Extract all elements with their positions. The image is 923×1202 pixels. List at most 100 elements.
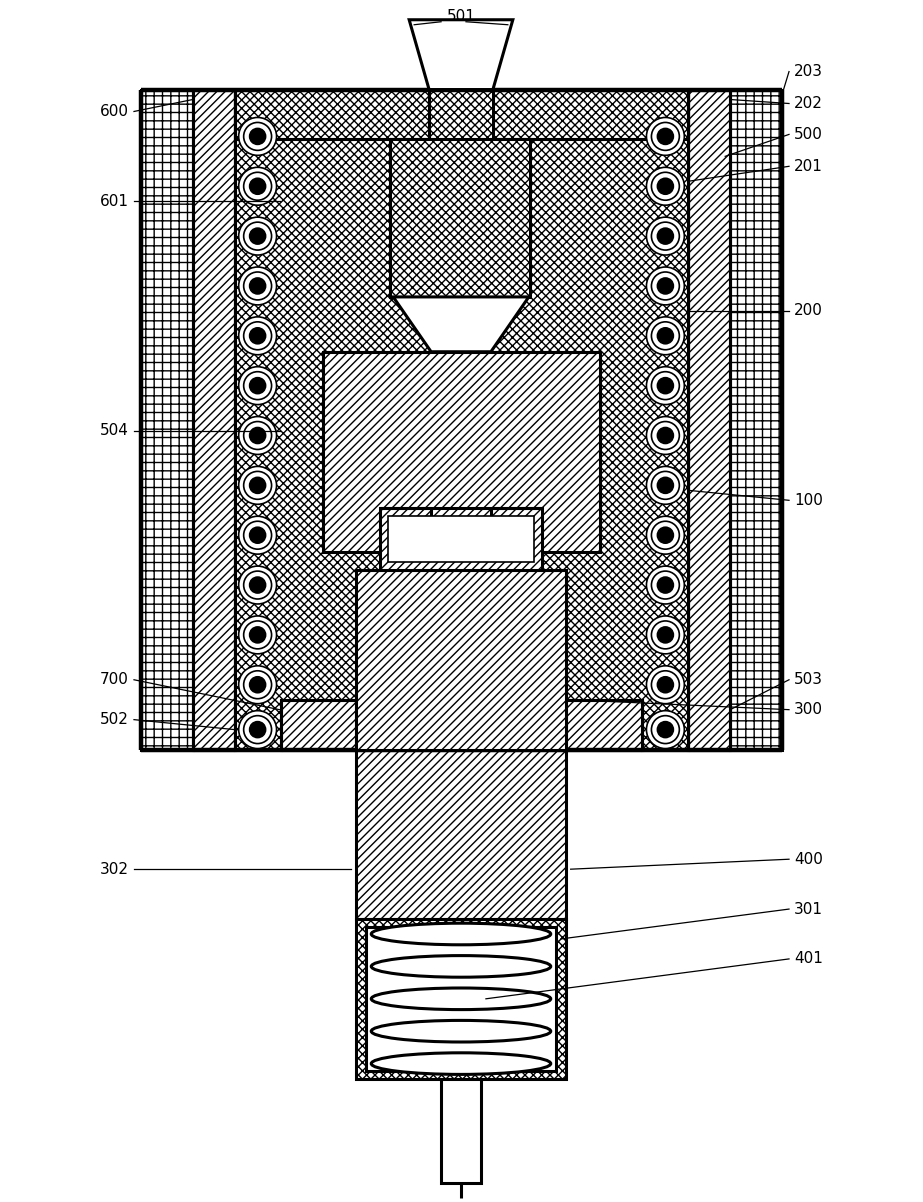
Circle shape	[239, 267, 277, 305]
Circle shape	[657, 428, 674, 444]
Text: 203: 203	[794, 64, 823, 79]
Circle shape	[652, 621, 679, 649]
Bar	[234, 89, 689, 750]
Circle shape	[244, 123, 271, 150]
Ellipse shape	[371, 956, 551, 977]
Circle shape	[249, 328, 266, 344]
Circle shape	[239, 118, 277, 155]
Circle shape	[244, 671, 271, 698]
Text: 200: 200	[794, 303, 823, 319]
Text: 300: 300	[794, 702, 823, 718]
Circle shape	[657, 178, 674, 195]
Circle shape	[652, 322, 679, 350]
Text: 400: 400	[794, 852, 823, 867]
Text: 503: 503	[794, 672, 823, 688]
Bar	[689, 89, 730, 750]
Circle shape	[652, 571, 679, 599]
Polygon shape	[393, 297, 529, 352]
Circle shape	[249, 477, 266, 493]
Circle shape	[239, 516, 277, 554]
Circle shape	[239, 218, 277, 255]
Circle shape	[646, 118, 684, 155]
Circle shape	[652, 222, 679, 250]
Bar	[380, 508, 542, 570]
Circle shape	[244, 272, 271, 300]
Bar	[356, 750, 566, 920]
Bar	[642, 89, 689, 139]
Polygon shape	[409, 19, 513, 89]
Text: 504: 504	[100, 423, 129, 438]
Bar	[234, 89, 281, 750]
Bar	[234, 89, 429, 139]
Circle shape	[657, 377, 674, 393]
Bar	[493, 89, 689, 139]
Circle shape	[249, 228, 266, 244]
Circle shape	[646, 615, 684, 654]
Bar	[730, 89, 782, 750]
Circle shape	[652, 272, 679, 300]
Circle shape	[652, 671, 679, 698]
Text: 502: 502	[100, 712, 129, 727]
Circle shape	[249, 627, 266, 643]
Bar	[390, 139, 530, 297]
Circle shape	[244, 621, 271, 649]
Text: 500: 500	[794, 127, 823, 142]
Circle shape	[244, 222, 271, 250]
Circle shape	[646, 367, 684, 405]
Circle shape	[646, 267, 684, 305]
Circle shape	[249, 721, 266, 738]
Text: 501: 501	[447, 10, 475, 24]
Circle shape	[249, 577, 266, 593]
Text: 600: 600	[100, 105, 129, 119]
Circle shape	[244, 172, 271, 201]
Circle shape	[249, 677, 266, 692]
Circle shape	[249, 278, 266, 294]
Circle shape	[244, 322, 271, 350]
Circle shape	[244, 422, 271, 450]
Circle shape	[657, 129, 674, 144]
Text: 201: 201	[794, 159, 823, 174]
Circle shape	[239, 317, 277, 355]
Text: 301: 301	[794, 902, 823, 917]
Circle shape	[239, 417, 277, 454]
Text: 202: 202	[794, 96, 823, 111]
Circle shape	[239, 666, 277, 703]
Circle shape	[652, 371, 679, 399]
Circle shape	[652, 172, 679, 201]
Bar	[281, 700, 356, 750]
Circle shape	[646, 666, 684, 703]
Circle shape	[239, 167, 277, 206]
Text: 700: 700	[100, 672, 129, 688]
Bar	[389, 516, 533, 563]
Text: 601: 601	[100, 194, 129, 209]
Ellipse shape	[371, 988, 551, 1010]
Circle shape	[239, 615, 277, 654]
Ellipse shape	[371, 923, 551, 945]
Circle shape	[646, 566, 684, 603]
Circle shape	[657, 577, 674, 593]
Circle shape	[657, 627, 674, 643]
Circle shape	[652, 471, 679, 499]
Circle shape	[249, 428, 266, 444]
Circle shape	[239, 466, 277, 505]
Bar	[234, 89, 281, 139]
Bar	[356, 570, 566, 750]
Circle shape	[646, 516, 684, 554]
Circle shape	[652, 422, 679, 450]
Circle shape	[239, 566, 277, 603]
Ellipse shape	[371, 1020, 551, 1042]
Circle shape	[646, 417, 684, 454]
Bar	[193, 89, 234, 750]
Circle shape	[244, 471, 271, 499]
Circle shape	[239, 710, 277, 749]
Circle shape	[646, 710, 684, 749]
Circle shape	[652, 123, 679, 150]
Circle shape	[657, 278, 674, 294]
Circle shape	[244, 371, 271, 399]
Circle shape	[657, 328, 674, 344]
Circle shape	[657, 677, 674, 692]
Circle shape	[249, 377, 266, 393]
Ellipse shape	[371, 1053, 551, 1075]
Circle shape	[652, 522, 679, 549]
Bar	[441, 1078, 481, 1183]
